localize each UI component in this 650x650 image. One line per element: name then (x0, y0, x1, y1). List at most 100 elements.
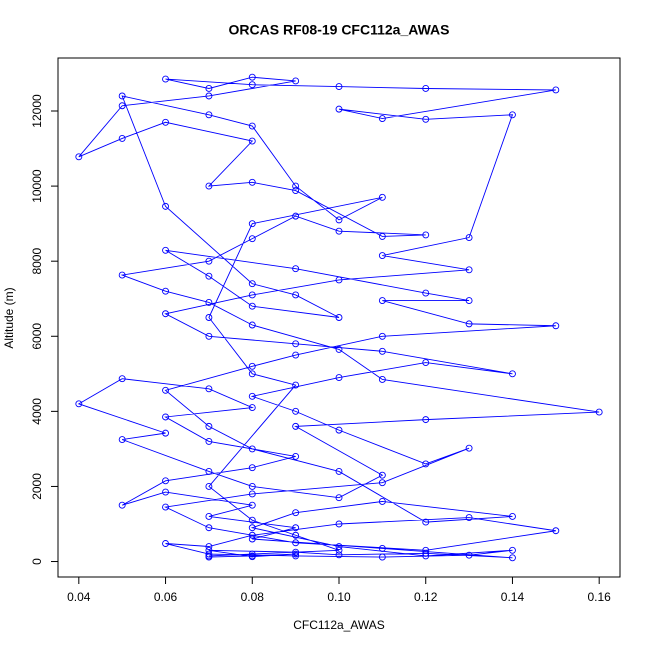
data-point (335, 543, 343, 550)
data-point (292, 407, 300, 415)
data-point (422, 460, 430, 468)
data-point (205, 467, 213, 475)
data-point (378, 297, 386, 305)
data-point (292, 552, 300, 560)
data-point (465, 551, 473, 559)
y-tick-label: 0 (30, 558, 44, 565)
x-axis-label: CFC112a_AWAS (293, 618, 385, 632)
data-point (378, 347, 386, 355)
data-point (422, 231, 430, 239)
data-point (118, 271, 126, 279)
data-point (335, 83, 343, 91)
data-point (118, 375, 126, 383)
data-point (248, 73, 256, 81)
data-point (465, 234, 473, 241)
data-point (205, 524, 213, 532)
data-point (205, 482, 213, 490)
data-point (205, 513, 213, 520)
data-point (378, 375, 386, 383)
data-point (118, 134, 126, 142)
data-point (162, 413, 169, 421)
data-point (248, 524, 256, 532)
data-point (465, 297, 473, 305)
x-tick-label: 0.12 (414, 590, 438, 604)
data-point (248, 404, 256, 412)
data-point (292, 422, 300, 430)
data-point (162, 503, 169, 511)
data-point (248, 280, 256, 288)
data-point (378, 232, 386, 240)
x-tick-label: 0.08 (241, 590, 265, 604)
data-point (509, 554, 516, 562)
data-point (248, 137, 256, 145)
data-point (205, 85, 213, 92)
data-point (292, 182, 300, 190)
data-point (248, 516, 256, 524)
data-point (292, 381, 300, 389)
data-point (378, 544, 386, 552)
data-point (118, 501, 126, 509)
data-point (205, 437, 213, 445)
data-point (162, 429, 169, 437)
data-point (292, 212, 300, 220)
data-point (552, 86, 560, 94)
data-point (205, 182, 213, 190)
data-point (248, 464, 256, 472)
data-point (292, 509, 300, 517)
data-point (205, 385, 213, 393)
data-point (162, 75, 169, 83)
data-point (465, 320, 473, 328)
data-point (378, 498, 386, 505)
data-point (248, 321, 256, 329)
data-point (205, 272, 213, 280)
data-point (335, 216, 343, 224)
data-point (292, 548, 300, 556)
data-point (422, 115, 430, 123)
data-point (378, 471, 386, 479)
data-point (292, 187, 300, 195)
data-point (75, 153, 83, 161)
y-tick-label: 12000 (30, 94, 44, 128)
data-point (552, 322, 560, 330)
data-point (335, 551, 343, 559)
data-point (162, 386, 169, 394)
data-point (248, 122, 256, 130)
data-point (335, 494, 343, 502)
data-point (422, 289, 430, 297)
data-point (205, 332, 213, 340)
data-point (162, 540, 169, 547)
data-point (509, 513, 516, 520)
data-point (335, 520, 343, 528)
data-point (335, 227, 343, 235)
data-point (378, 332, 386, 340)
data-point (335, 467, 343, 475)
y-tick-label: 2000 (30, 473, 44, 500)
data-line (77, 76, 600, 559)
data-point (205, 552, 213, 560)
data-point (292, 452, 300, 460)
x-tick-label: 0.14 (501, 590, 525, 604)
data-point (162, 246, 169, 254)
data-point (465, 266, 473, 274)
data-point (248, 501, 256, 509)
data-point (422, 549, 430, 557)
data-point (422, 416, 430, 424)
data-point (248, 482, 256, 490)
data-point (292, 291, 300, 299)
data-point (248, 81, 256, 89)
data-point (465, 444, 473, 452)
data-point (595, 408, 603, 416)
data-point (248, 362, 256, 370)
data-point (248, 490, 256, 498)
data-point (248, 302, 256, 310)
data-point (248, 235, 256, 243)
data-point (378, 193, 386, 201)
data-point (509, 111, 516, 119)
y-axis-label: Altitude (m) (2, 287, 16, 348)
data-point (335, 105, 343, 113)
data-point (248, 553, 256, 561)
y-tick-label: 4000 (30, 398, 44, 425)
data-point (248, 531, 256, 539)
data-point (248, 535, 256, 543)
